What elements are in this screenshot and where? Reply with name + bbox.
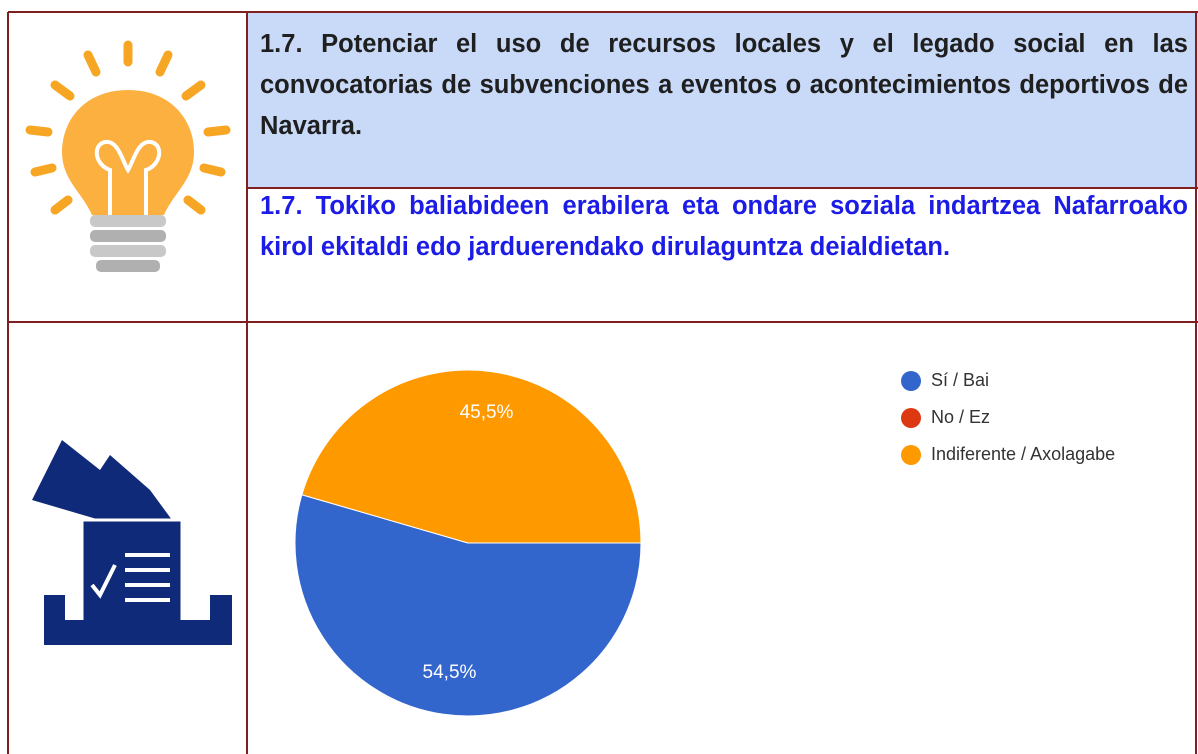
legend-label: Sí / Bai xyxy=(931,370,989,390)
legend-swatch xyxy=(901,445,921,465)
pie-slice xyxy=(294,494,642,717)
ballot-icon xyxy=(32,440,232,645)
header-cell xyxy=(248,12,1198,188)
lightbulb-icon xyxy=(25,40,231,272)
title-es: 1.7. Potenciar el uso de recursos locale… xyxy=(260,30,1188,140)
legend-label: Indiferente / Axolagabe xyxy=(931,444,1115,464)
legend-swatch xyxy=(901,408,921,428)
table-borders xyxy=(7,11,1198,754)
title-eu: 1.7. Tokiko baliabideen erabilera eta on… xyxy=(260,192,1188,261)
legend-label: No / Ez xyxy=(931,407,990,427)
slice-label: 54,5% xyxy=(423,662,477,683)
pie-slice xyxy=(301,369,642,544)
slice-label: 45,5% xyxy=(460,402,514,423)
legend-swatch xyxy=(901,371,921,391)
